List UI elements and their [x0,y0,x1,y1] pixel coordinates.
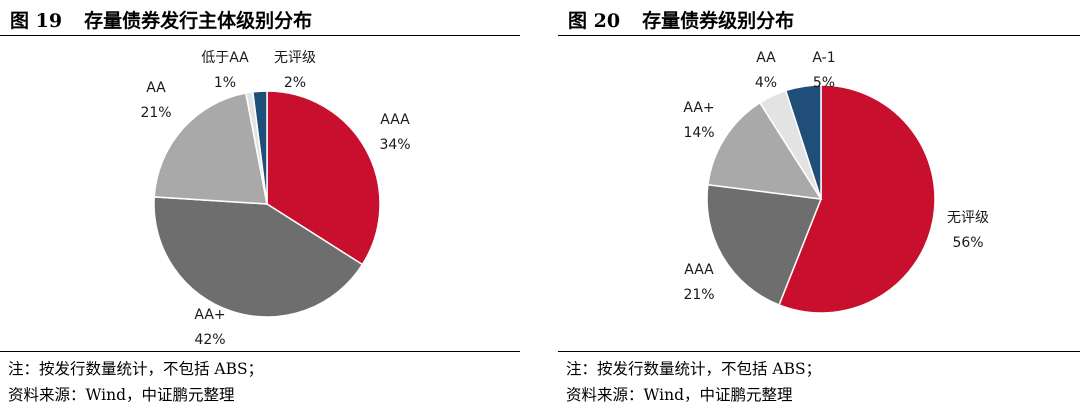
chart-note: 注：按发行数量统计，不包括 ABS； [8,360,264,378]
slice-percent-label: 21% [140,105,171,121]
pie-slice-1 [706,183,823,306]
pie-slice-2 [153,92,268,205]
slice-label: 无评级 [274,50,316,66]
slice-percent-label: 34% [379,137,410,153]
chart-panel-20: 图 20 存量债券级别分布 无评级 56% AAA 21% AA+ 14% AA 4% A-1 5%… [558,0,1080,413]
pie-slice-4 [784,84,822,200]
title-rule [0,35,520,36]
chart-source: 资料来源：Wind，中证鹏元整理 [8,386,235,404]
slice-label: AAA [380,112,410,128]
chart-title: 图 19 存量债券发行主体级别分布 [10,6,312,33]
slice-percent-label: 56% [952,235,983,251]
slice-percent-label: 5% [813,75,835,91]
pie-chart: AAA 34% AA+ 42% AA 21% 低于AA 1% 无评级 2% [140,50,410,348]
slice-label: AA+ [683,100,714,116]
chart-source: 资料来源：Wind，中证鹏元整理 [566,386,793,404]
chart-title: 图 20 存量债券级别分布 [568,6,794,33]
pie-slice-0 [778,84,936,314]
pie-slice-2 [707,101,823,200]
figure-number: 图 20 [568,10,621,32]
title-rule [558,35,1080,36]
slice-label: AA [146,80,166,96]
slice-percent-label: 21% [683,287,714,303]
slice-label: 无评级 [947,210,989,226]
slice-label: 低于AA [201,50,249,66]
slice-label: A-1 [812,50,835,66]
pie-chart: 无评级 56% AAA 21% AA+ 14% AA 4% A-1 5% [683,50,989,314]
figure-number: 图 19 [10,10,63,32]
figure-title: 存量债券发行主体级别分布 [84,10,313,32]
slice-percent-label: 4% [755,75,777,91]
slice-percent-label: 42% [194,332,225,348]
slice-percent-label: 14% [683,125,714,141]
footer-rule [558,351,1080,352]
pie-slice-4 [252,90,268,205]
pie-slice-1 [153,196,364,318]
chart-panel-19: 图 19 存量债券发行主体级别分布 AAA 34% AA+ 42% AA 21% 低于AA 1%… [0,0,520,413]
slice-label: AA+ [194,307,225,323]
slice-percent-label: 2% [284,75,306,91]
slice-label: AA [756,50,776,66]
footer-rule [0,351,520,352]
slice-percent-label: 1% [214,75,236,91]
figure-title: 存量债券级别分布 [642,10,795,32]
chart-note: 注：按发行数量统计，不包括 ABS； [566,360,822,378]
slice-label: AAA [684,262,714,278]
